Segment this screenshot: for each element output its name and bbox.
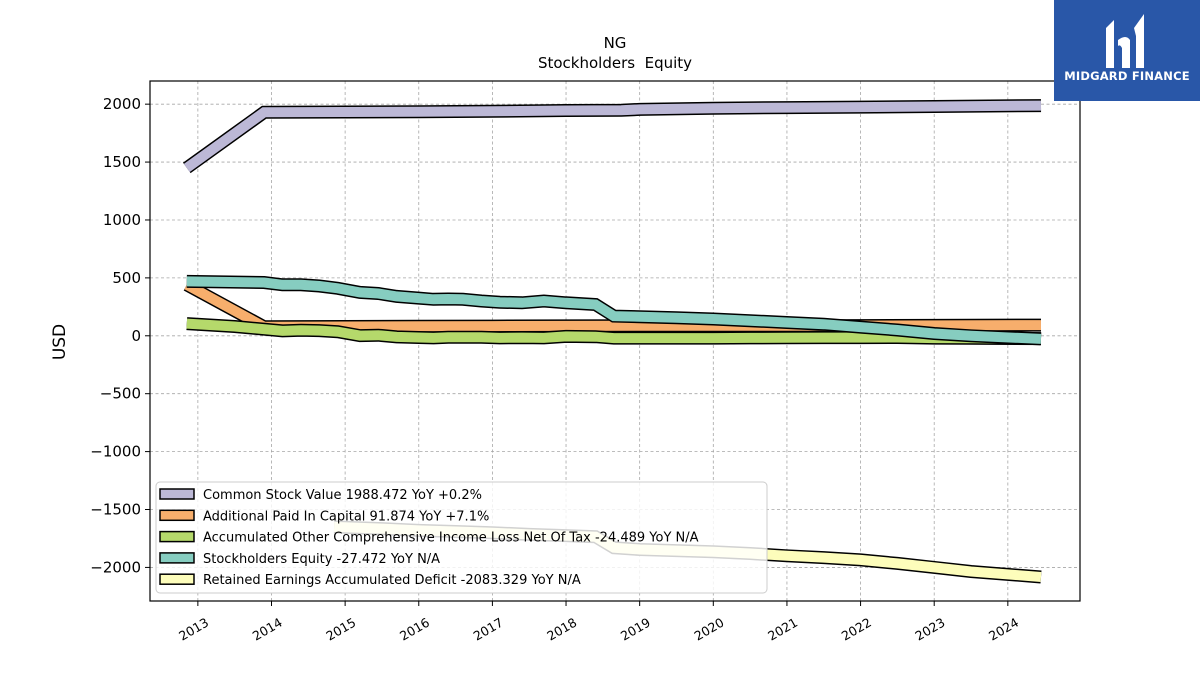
legend-entry-label: Stockholders Equity -27.472 YoY N/A [203,552,440,567]
x-tick-label: 2017 [471,615,506,644]
chart-title: NG [604,34,627,52]
brand-name: MIDGARD FINANCE [1064,69,1190,83]
y-tick-label: 0 [131,327,141,345]
series-line [186,276,1042,344]
x-tick-label: 2015 [323,615,358,644]
y-tick-label: −1000 [90,443,141,461]
x-tick-label: 2020 [692,615,727,644]
legend-swatch [159,573,195,585]
x-tick-label: 2022 [839,615,874,644]
legend-swatch [159,530,195,543]
legend-entry-label: Retained Earnings Accumulated Deficit -2… [203,573,581,588]
plot-frame [149,80,1081,602]
x-tick-label: 2021 [765,615,800,644]
series-line [186,318,1042,344]
legend-entry-label: Accumulated Other Comprehensive Income L… [203,531,699,546]
x-tick-label: 2023 [912,615,947,644]
y-tick-label: −2000 [90,558,141,576]
y-axis-label: USD [50,324,70,360]
x-tick-label: 2018 [544,615,579,644]
legend-box [155,481,768,594]
chart-subtitle: Stockholders Equity [538,54,692,72]
x-tick-label: 2014 [250,615,285,644]
y-tick-label: 500 [112,269,141,287]
legend-swatch [159,509,195,522]
y-tick-label: 1000 [103,211,141,229]
series-line [183,100,1042,172]
y-tick-label: −1500 [90,501,141,519]
y-tick-label: −500 [100,385,141,403]
legend-swatch [159,488,195,500]
x-tick-label: 2016 [397,615,432,644]
x-tick-label: 2019 [618,615,653,644]
legend: Common Stock Value 1988.472 YoY +0.2% Add… [155,481,768,594]
legend-swatch [159,552,195,564]
x-tick-label: 2024 [986,615,1021,644]
y-tick-label: 1500 [103,153,141,171]
legend-entry-label: Common Stock Value 1988.472 YoY +0.2% [203,488,482,503]
y-tick-label: 2000 [103,95,141,113]
legend-entry-label: Additional Paid In Capital 91.874 YoY +7… [203,509,489,524]
brand-logo: MIDGARD FINANCE [1054,0,1200,101]
x-tick-label: 2013 [176,615,211,644]
midgard-logo-icon [1106,14,1144,68]
